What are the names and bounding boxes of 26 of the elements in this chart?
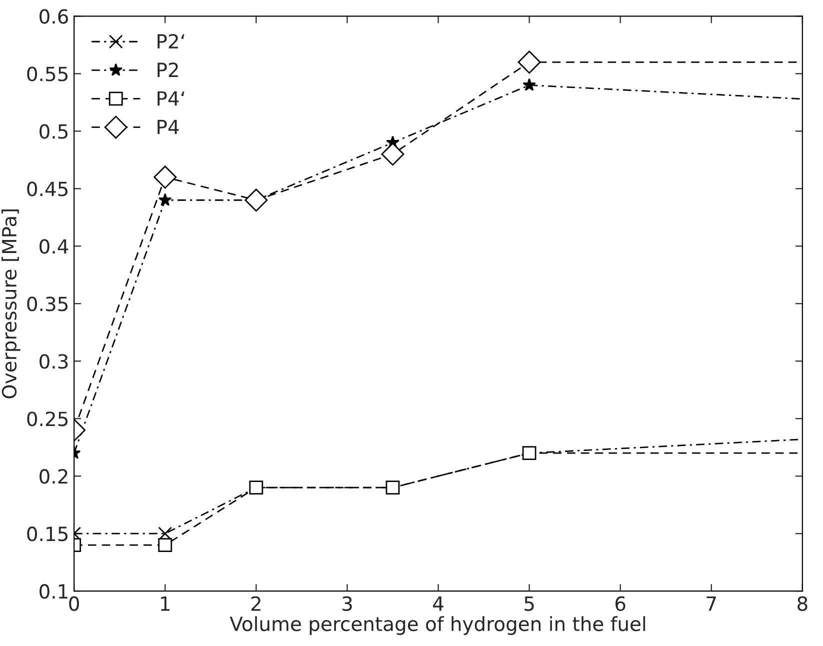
y-tick-label: 0.3 xyxy=(40,354,68,369)
x-tick-label: 8 xyxy=(798,596,808,611)
x-tick-label: 4 xyxy=(433,596,444,611)
x-tick-label: 1 xyxy=(161,596,170,611)
x-tick-label: 0 xyxy=(69,596,79,611)
y-tick-label: 0.5 xyxy=(40,124,68,139)
legend-label: P2‘ xyxy=(158,34,184,48)
y-tick-label: 0.45 xyxy=(27,182,68,196)
x-tick-label: 2 xyxy=(251,596,260,611)
y-tick-label: 0.1 xyxy=(40,584,68,599)
y-tick-label: 0.6 xyxy=(40,9,68,24)
legend-label: P4 xyxy=(158,120,179,134)
y-tick-label: 0.4 xyxy=(40,239,68,254)
x-tick-label: 6 xyxy=(616,596,626,611)
y-tick-label: 0.55 xyxy=(27,66,68,82)
legend-label: P4‘ xyxy=(158,91,184,106)
y-tick-label: 0.15 xyxy=(27,526,68,542)
x-axis-title: Volume percentage of hydrogen in the fuel xyxy=(230,616,646,635)
y-axis-title: Overpressure [MPa] xyxy=(2,209,20,398)
y-tick-label: 0.35 xyxy=(27,296,68,312)
legend-label: P2 xyxy=(158,62,178,77)
x-tick-label: 7 xyxy=(706,596,716,611)
x-tick-label: 5 xyxy=(524,596,534,611)
y-tick-label: 0.2 xyxy=(40,469,68,484)
y-tick-label: 0.25 xyxy=(27,412,68,426)
x-tick-label: 3 xyxy=(342,596,352,611)
